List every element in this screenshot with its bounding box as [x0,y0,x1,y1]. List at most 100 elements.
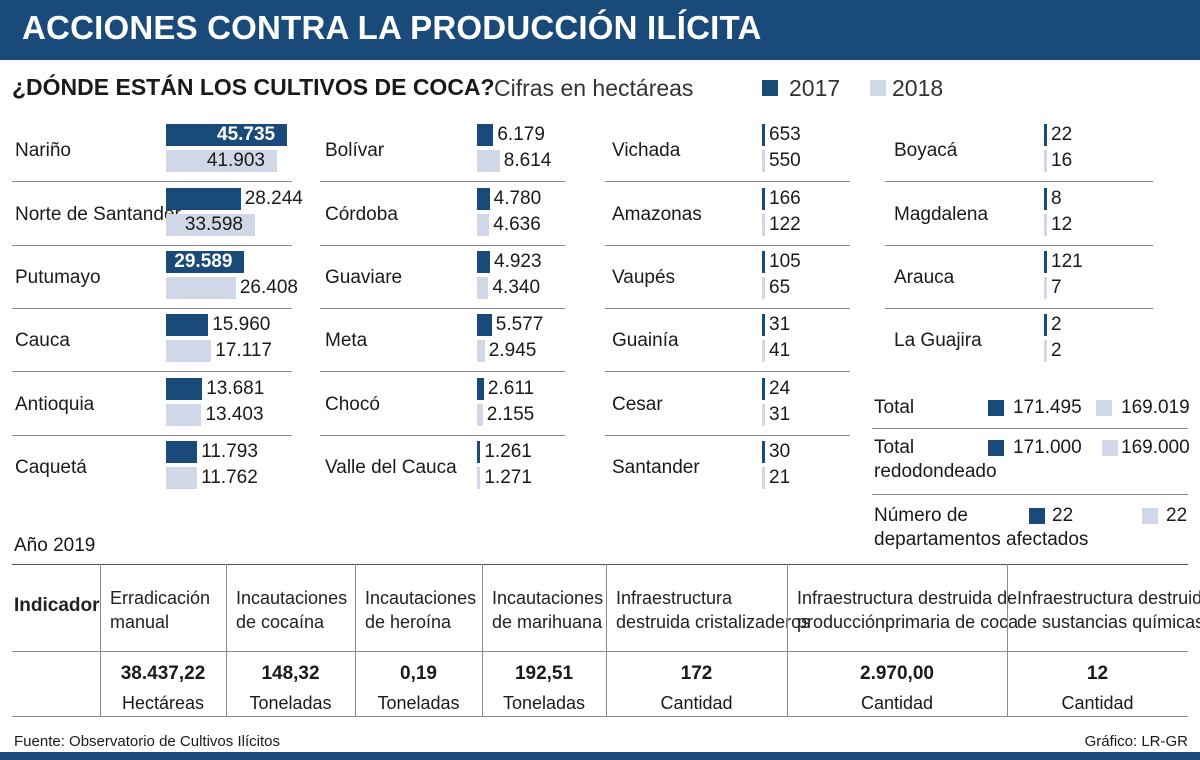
department-name: Meta [325,330,368,351]
departments-label-line1: Número de [874,505,968,526]
rounded-2018-value: 169.000 [1121,437,1190,458]
table-column-divider [1007,564,1008,716]
bar-label-2017: 166 [769,188,801,209]
table-column-divider [787,564,788,716]
row-divider [12,308,292,309]
indicator-header-line2: producciónprimaria de coca [797,612,1019,632]
bar-label-2017: 5.577 [495,314,544,335]
row-divider [12,245,292,246]
bar-label-2017: 24 [769,378,791,399]
bar-label-2018: 33.598 [184,214,243,235]
row-divider [605,435,850,436]
bar-label-2017: 30 [769,441,791,462]
legend-swatch-2017 [762,80,778,96]
department-name: Antioquia [15,394,95,415]
bar-label-2018: 11.762 [201,467,258,488]
row-divider [12,181,292,182]
department-name: Arauca [894,267,955,288]
department-name: Cauca [15,330,70,351]
bar-2017 [762,251,765,273]
department-name: Nariño [15,140,71,161]
department-name: Córdoba [325,204,398,225]
department-name: Vichada [612,140,681,161]
row-divider [320,181,565,182]
total-2018-swatch [1096,400,1112,416]
table-row-header: Indicador [14,595,100,616]
indicator-unit: Cantidad [660,693,733,713]
department-name: Norte de Santander [15,204,181,225]
bar-2018 [477,277,489,299]
bar-label-2017: 13.681 [206,378,265,399]
bar-2017 [477,124,494,146]
row-divider [605,245,850,246]
bar-2017 [477,314,492,336]
row-divider [885,181,1153,182]
department-name: Chocó [325,394,380,415]
indicator-header-line1: Infraestructura [616,588,733,608]
departments-label: Número de departamentos afectados [874,504,1088,552]
credit-note: Gráfico: LR-GR [1084,733,1188,750]
table-year-label: Año 2019 [14,535,96,556]
bar-2017 [1044,124,1047,146]
bar-2018 [762,467,765,489]
indicator-unit: Hectáreas [121,693,205,713]
indicator-value: 172 [680,663,713,684]
total-label: Total [874,397,915,418]
footer-bar [0,752,1200,760]
rounded-2017-value: 171.000 [1013,437,1082,458]
bar-2017 [166,124,287,146]
indicator-unit: Cantidad [860,693,934,713]
bar-label-2018: 31 [769,404,791,425]
bar-2018 [477,214,490,236]
bar-2018 [762,340,765,362]
row-divider [12,435,292,436]
table-column-divider [606,564,607,716]
bar-label-2017: 28.244 [244,188,303,209]
bar-label-2017: 22 [1051,124,1073,145]
indicator-header-line2: de marihuana [492,612,603,632]
departments-2017-swatch [1029,508,1045,524]
bar-label-2017: 45.735 [217,124,276,145]
row-divider [605,181,850,182]
bar-label-2017: 31 [769,314,791,335]
indicator-header-line1: Erradicación [110,588,211,608]
bar-label-2017: 29.589 [174,251,233,272]
bar-label-2017: 4.780 [493,188,542,209]
rounded-2018-swatch [1102,440,1118,456]
bar-2017 [1044,188,1047,210]
bar-2018 [477,150,500,172]
total-2017-swatch [988,400,1004,416]
bar-label-2018: 8.614 [503,150,552,171]
bar-2018 [762,277,765,299]
bar-label-2017: 4.923 [494,251,542,272]
bar-label-2018: 13.403 [205,404,264,425]
department-name: Caquetá [15,457,87,478]
rounded-total-label: Total redodondeado [874,436,997,484]
bar-2017 [166,251,245,273]
bar-label-2017: 15.960 [212,314,271,335]
legend-label-2017: 2017 [789,75,841,101]
total-2018-value: 169.019 [1121,397,1190,418]
departments-label-line2: departamentos afectados [874,529,1089,550]
table-column-divider [100,564,101,716]
row-divider [320,435,565,436]
row-divider [320,371,565,372]
indicator-header-line1: Incautaciones [492,588,604,608]
bar-label-2018: 7 [1051,277,1062,298]
bar-2018 [166,467,198,489]
bar-2018 [166,150,277,172]
total-2017-value: 171.495 [1013,397,1082,418]
department-name: Magdalena [894,204,989,225]
bar-label-2018: 16 [1051,150,1073,171]
row-divider [320,245,565,246]
bar-2018 [762,150,765,172]
bar-label-2018: 4.636 [493,214,541,235]
department-name: La Guajira [894,330,982,351]
bar-2017 [477,378,484,400]
rounded-total-label-line1: Total [874,437,915,458]
bar-label-2018: 26.408 [239,277,298,298]
departments-2018-swatch [1142,508,1158,524]
bar-2018 [1044,277,1047,299]
row-divider [605,371,850,372]
indicator-value: 2.970,00 [860,663,934,684]
